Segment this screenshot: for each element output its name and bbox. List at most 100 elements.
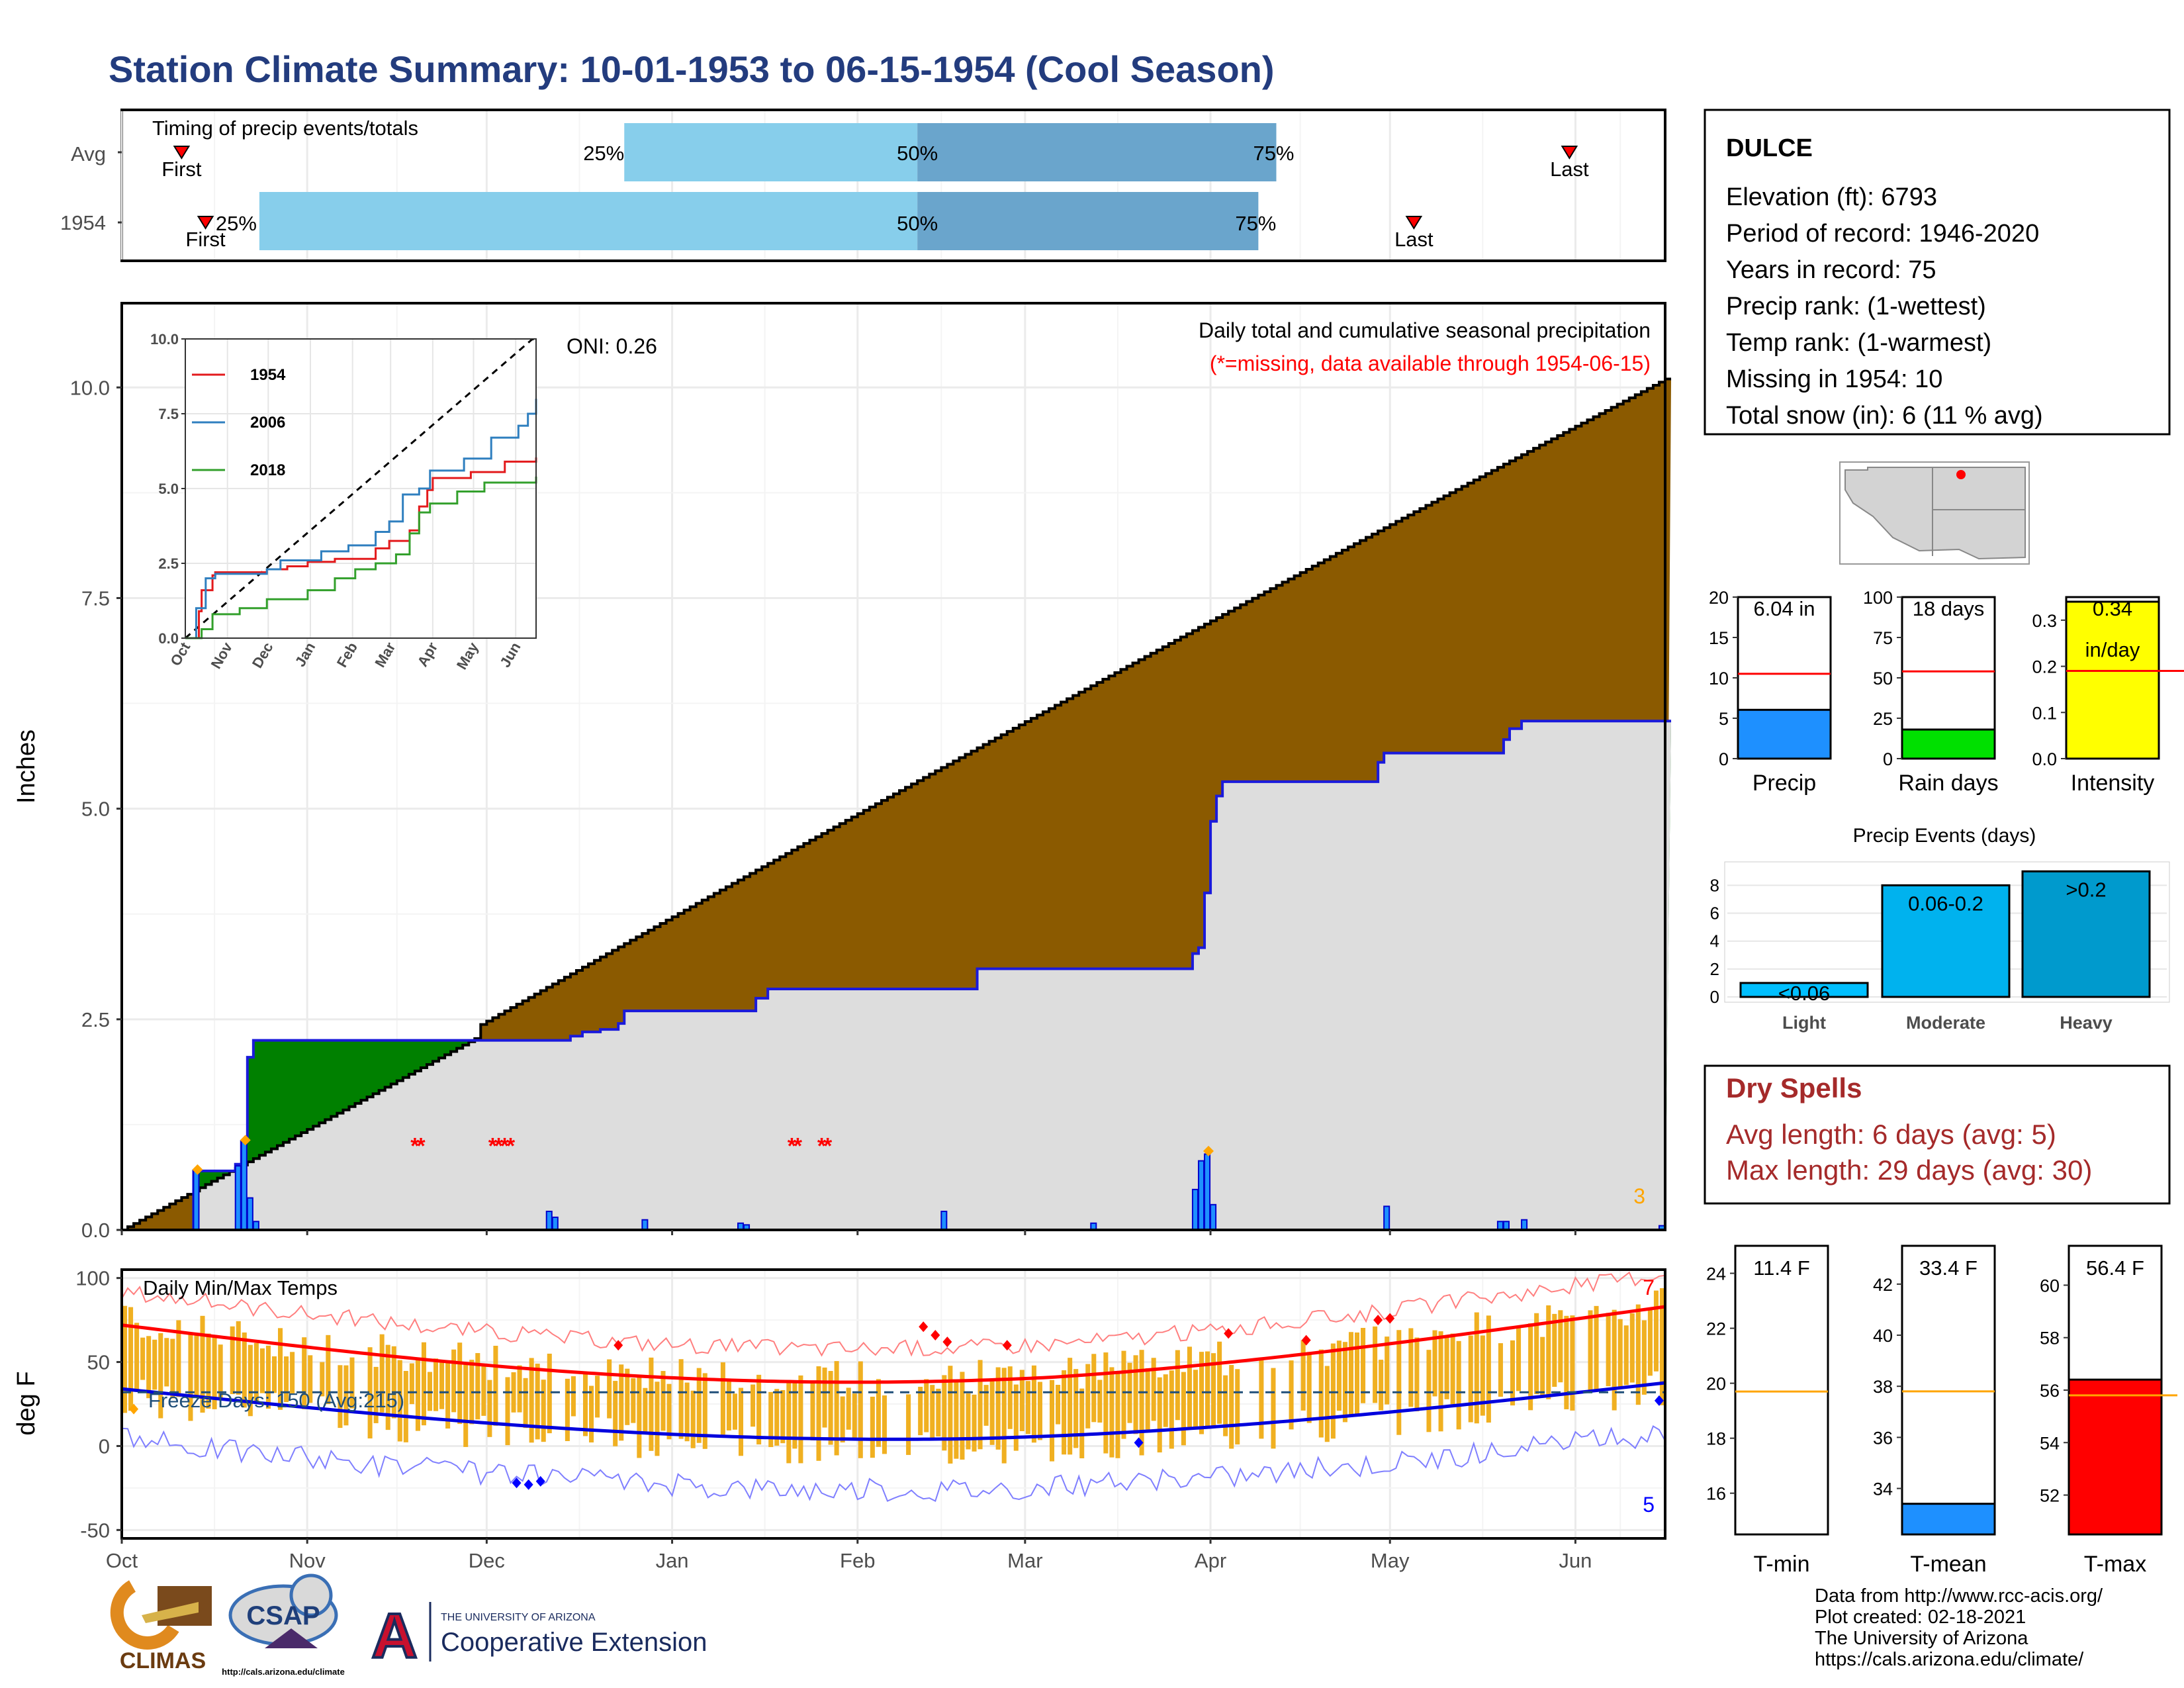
record-high-marker bbox=[942, 1336, 952, 1348]
daily-temp-range-bar bbox=[487, 1380, 492, 1437]
daily-temp-range-bar bbox=[1109, 1367, 1115, 1458]
timing-bar-q50-q75 bbox=[917, 192, 1259, 250]
mini-bar-y-tick-label: 0.1 bbox=[2032, 703, 2057, 723]
events-bar-label: >0.2 bbox=[2066, 878, 2106, 901]
snow-event-marker bbox=[240, 1135, 251, 1146]
daily-temp-range-bar bbox=[1534, 1313, 1539, 1395]
daily-temp-range-bar bbox=[1217, 1341, 1222, 1424]
daily-temp-range-bar bbox=[942, 1375, 947, 1451]
daily-temp-range-bar bbox=[1444, 1337, 1449, 1399]
daily-temp-range-bar bbox=[457, 1342, 463, 1425]
quartile-75-label: 75% bbox=[1235, 212, 1276, 235]
temp-bar-y-tick-label: 60 bbox=[2040, 1276, 2060, 1295]
daily-temp-range-bar bbox=[271, 1356, 277, 1393]
record-low-marker bbox=[535, 1476, 545, 1487]
mini-bar-category-label: Rain days bbox=[1898, 771, 1998, 796]
mini-bar-value-label: 18 days bbox=[1913, 597, 1985, 620]
daily-temp-range-bar bbox=[1480, 1335, 1485, 1416]
events-y-tick-label: 0 bbox=[1710, 987, 1719, 1007]
daily-temp-range-bar bbox=[265, 1345, 271, 1409]
avg-min-temp-line bbox=[121, 1381, 1666, 1441]
daily-temp-range-bar bbox=[1486, 1315, 1491, 1423]
daily-temp-range-bar bbox=[1145, 1368, 1150, 1430]
record-high-line bbox=[121, 1271, 1666, 1357]
daily-temp-range-bar bbox=[248, 1344, 253, 1417]
month-tick-label: Oct bbox=[106, 1549, 138, 1572]
footer-line-4: https://cals.arizona.edu/climate/ bbox=[1815, 1649, 2084, 1670]
dry-spells-title: Dry Spells bbox=[1726, 1072, 1862, 1103]
temp-bar-y-tick-label: 38 bbox=[1873, 1377, 1893, 1397]
snow-event-marker bbox=[192, 1164, 203, 1175]
daily-temp-range-bar bbox=[1348, 1332, 1353, 1416]
missing-data-marker: * bbox=[823, 1134, 833, 1159]
daily-temp-range-bar bbox=[140, 1337, 146, 1380]
daily-temp-range-bar bbox=[259, 1348, 265, 1393]
mini-bar-value-label: 6.04 in bbox=[1753, 597, 1815, 620]
daily-temp-range-bar bbox=[493, 1346, 498, 1426]
missing-data-marker: * bbox=[500, 1134, 510, 1159]
daily-temp-range-bar bbox=[1223, 1375, 1228, 1436]
record-high-marker bbox=[1002, 1340, 1012, 1351]
daily-temp-range-bar bbox=[732, 1393, 737, 1430]
precip-corner-count: 3 bbox=[1633, 1184, 1645, 1208]
daily-temp-range-bar bbox=[535, 1364, 540, 1440]
daily-temp-range-bar bbox=[870, 1396, 875, 1458]
dry-spells-max: Max length: 29 days (avg: 30) bbox=[1726, 1154, 2092, 1186]
daily-temp-range-bar bbox=[792, 1380, 797, 1449]
climas-logo-text: CLIMAS bbox=[120, 1648, 206, 1673]
missing-data-marker: * bbox=[488, 1134, 498, 1159]
daily-temp-range-bar bbox=[1408, 1328, 1414, 1407]
daily-temp-range-bar bbox=[1103, 1352, 1109, 1454]
quartile-25-label: 25% bbox=[216, 212, 257, 235]
station-info-line: Temp rank: (1-warmest) bbox=[1726, 329, 1991, 357]
daily-temp-range-bar bbox=[798, 1375, 803, 1464]
daily-temp-range-bar bbox=[1336, 1340, 1342, 1411]
temp-y-tick-label: -50 bbox=[80, 1519, 110, 1542]
daily-temp-range-bar bbox=[768, 1391, 774, 1448]
daily-temp-range-bar bbox=[726, 1380, 731, 1430]
mini-bar-y-tick-label: 100 bbox=[1863, 588, 1893, 608]
daily-temp-range-bar bbox=[433, 1358, 439, 1411]
daily-temp-range-bar bbox=[930, 1385, 935, 1438]
daily-temp-range-bar bbox=[284, 1356, 289, 1403]
daily-temp-range-bar bbox=[1318, 1349, 1324, 1438]
daily-temp-range-bar bbox=[1617, 1319, 1623, 1389]
daily-temp-range-bar bbox=[529, 1358, 534, 1443]
temp-bar-category-label: T-mean bbox=[1910, 1552, 1986, 1577]
daily-temp-range-bar bbox=[1641, 1320, 1647, 1395]
last-event-label: Last bbox=[1550, 158, 1589, 181]
daily-temp-range-bar bbox=[637, 1377, 642, 1458]
temp-bar-y-tick-label: 34 bbox=[1873, 1479, 1893, 1499]
temp-bar-y-tick-label: 58 bbox=[2040, 1329, 2060, 1348]
daily-temp-range-bar bbox=[1361, 1327, 1366, 1403]
daily-temp-range-bar bbox=[882, 1395, 887, 1454]
daily-temp-range-bar bbox=[1062, 1370, 1067, 1455]
last-event-marker bbox=[1405, 216, 1423, 230]
daily-temp-range-bar bbox=[326, 1335, 331, 1405]
missing-data-marker: * bbox=[794, 1134, 803, 1159]
daily-temp-range-bar bbox=[589, 1385, 594, 1443]
inset-y-tick-label: 2.5 bbox=[158, 555, 179, 572]
record-high-marker bbox=[1224, 1328, 1234, 1339]
daily-temp-range-bar bbox=[1516, 1328, 1522, 1391]
daily-temp-range-bar bbox=[176, 1320, 181, 1397]
daily-temp-range-bar bbox=[876, 1379, 881, 1447]
quartile-75-label: 75% bbox=[1253, 142, 1294, 165]
temp-bar-category-label: T-min bbox=[1754, 1552, 1810, 1577]
mini-bar-y-tick-label: 0.2 bbox=[2032, 657, 2057, 677]
mini-bar-category-label: Intensity bbox=[2071, 771, 2155, 796]
daily-temp-range-bar bbox=[1007, 1366, 1013, 1429]
observed-cumulative-line bbox=[122, 720, 1672, 1231]
temp-y-tick-label: 50 bbox=[87, 1351, 110, 1374]
daily-temp-range-bar bbox=[1271, 1368, 1276, 1449]
daily-temp-range-bar bbox=[924, 1379, 929, 1432]
daily-temp-range-bar bbox=[1456, 1340, 1461, 1430]
missing-data-marker: * bbox=[817, 1134, 827, 1159]
daily-temp-range-bar bbox=[1193, 1370, 1198, 1429]
mini-bar-y-tick-label: 50 bbox=[1873, 669, 1893, 688]
record-high-marker bbox=[931, 1329, 940, 1340]
daily-temp-range-bar bbox=[1019, 1370, 1024, 1431]
inset-y-tick-label: 7.5 bbox=[158, 406, 179, 422]
mini-bar-y-tick-label: 5 bbox=[1719, 709, 1729, 729]
temp-bar-y-tick-label: 54 bbox=[2040, 1433, 2060, 1453]
